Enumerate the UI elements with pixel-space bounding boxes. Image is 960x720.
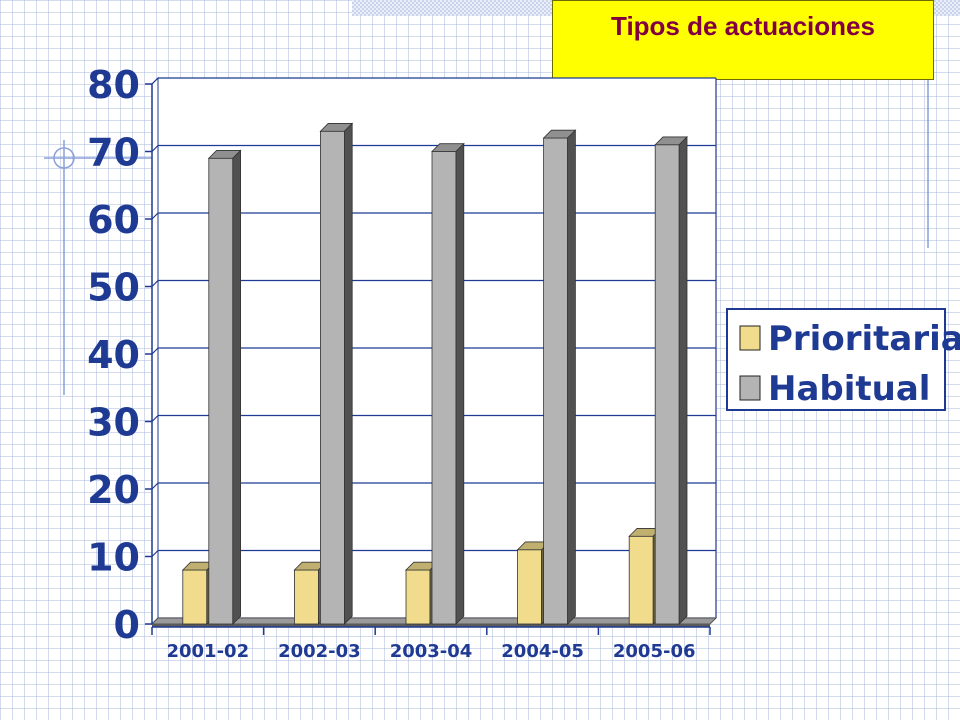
axes	[145, 83, 711, 635]
bar-habitual-2001-02	[207, 149, 242, 625]
bars	[181, 122, 688, 625]
gridline-diag	[151, 415, 159, 422]
legend: Prioritaria Habitual	[726, 308, 960, 411]
floor-front	[152, 624, 710, 627]
gridline-diag	[151, 482, 159, 490]
bar-habitual-2005-06	[654, 135, 688, 625]
y-tick-label: 80	[87, 63, 140, 107]
x-tick-label: 2001-02	[166, 641, 249, 662]
legend-label: Habitual	[768, 369, 930, 409]
gridline-diag	[151, 77, 159, 85]
x-tick-label: 2005-06	[613, 641, 696, 662]
bar-habitual-2004-05	[542, 129, 577, 625]
legend-box	[726, 308, 946, 411]
y-tick-label: 50	[87, 266, 140, 310]
y-tick-label: 40	[87, 333, 140, 377]
x-tick-label: 2002-03	[278, 641, 361, 662]
y-tick-label: 30	[87, 401, 140, 445]
gridline-diag	[151, 280, 159, 287]
chart-title: Tipos de actuaciones	[552, 0, 934, 80]
decor-circle	[53, 147, 75, 169]
x-tick-label: 2004-05	[501, 641, 584, 662]
gridline-diag	[151, 550, 159, 557]
y-tick-label: 60	[87, 198, 140, 242]
x-tick-label: 2003-04	[390, 641, 473, 662]
gridline-diag	[151, 145, 159, 152]
legend-swatch	[739, 375, 761, 401]
gridline-diag	[151, 347, 159, 355]
y-tick-label: 20	[87, 468, 140, 512]
x-axis-tick-labels: 2001-02 2002-03 2003-04 2004-05 2005-06	[166, 641, 695, 662]
legend-swatch	[739, 325, 761, 351]
y-tick-label: 70	[87, 131, 140, 175]
bar-habitual-2003-04	[431, 142, 465, 625]
gridline-diag	[151, 212, 159, 220]
legend-label: Prioritaria	[768, 319, 960, 359]
bar-habitual-2002-03	[319, 122, 354, 625]
y-axis-tick-labels: 0 10 20 30 40 50 60 70 80	[87, 63, 140, 647]
y-tick-label: 10	[87, 536, 140, 580]
y-tick-label: 0	[114, 603, 140, 647]
